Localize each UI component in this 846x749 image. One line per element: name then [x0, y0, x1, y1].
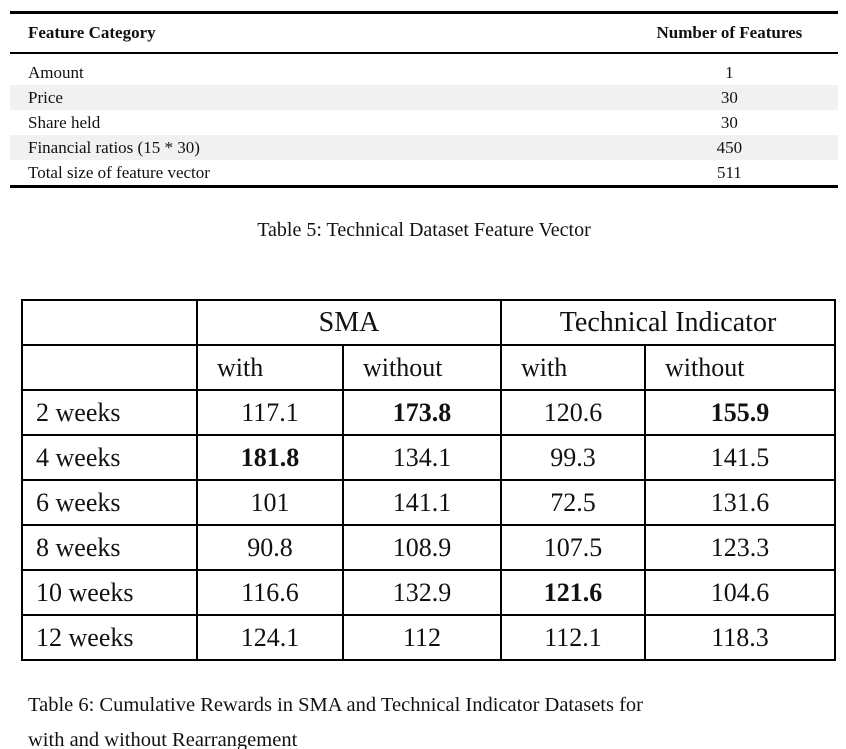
table-row: Amount 1 [10, 53, 838, 85]
week-label-cell: 4 weeks [21, 434, 198, 481]
reward-value-cell: 112.1 [500, 614, 647, 661]
ti-with-header: with [500, 344, 647, 391]
rewards-table-section: SMA Technical Indicator with without wit… [21, 299, 837, 749]
feature-count-cell: 1 [725, 62, 734, 82]
reward-value-cell: 123.3 [644, 524, 837, 571]
feature-vector-table: Feature Category Number of Features Amou… [10, 11, 838, 188]
sma-group-header: SMA [195, 299, 503, 346]
reward-value-cell: 117.1 [196, 389, 344, 436]
feature-category-cell: Amount [28, 62, 84, 82]
feature-category-cell: Price [10, 85, 621, 110]
feature-category-cell: Share held [28, 112, 101, 132]
table-row: Price 30 [10, 85, 838, 110]
week-label-cell: 8 weeks [21, 524, 198, 571]
week-label-cell: 10 weeks [21, 569, 198, 616]
empty-corner-cell [21, 344, 198, 391]
reward-value-cell: 173.8 [341, 389, 503, 436]
feature-count-cell: 450 [620, 135, 838, 160]
sma-with-header: with [196, 344, 344, 391]
reward-value-cell: 134.1 [341, 434, 503, 481]
reward-value-cell: 116.6 [196, 569, 344, 616]
week-label-cell: 2 weeks [21, 389, 198, 436]
number-of-features-header: Number of Features [620, 12, 838, 54]
rewards-row: 12 weeks 124.1 112 112.1 118.3 [21, 614, 837, 661]
reward-value-cell: 155.9 [644, 389, 837, 436]
feature-category-cell: Financial ratios (15 * 30) [10, 135, 621, 160]
rewards-group-header-row: SMA Technical Indicator [21, 299, 837, 346]
reward-value-cell: 99.3 [500, 434, 647, 481]
rewards-row: 2 weeks 117.1 173.8 120.6 155.9 [21, 389, 837, 436]
feature-category-cell: Total size of feature vector [28, 162, 210, 182]
table-row: Financial ratios (15 * 30) 450 [10, 135, 838, 160]
reward-value-cell: 118.3 [644, 614, 837, 661]
ti-without-header: without [644, 344, 837, 391]
reward-value-cell: 121.6 [500, 569, 647, 616]
feature-table-header-row: Feature Category Number of Features [10, 12, 838, 54]
reward-value-cell: 141.5 [644, 434, 837, 481]
reward-value-cell: 108.9 [341, 524, 503, 571]
feature-category-header: Feature Category [10, 12, 621, 54]
rewards-row: 8 weeks 90.8 108.9 107.5 123.3 [21, 524, 837, 571]
rewards-subheader-row: with without with without [21, 344, 837, 391]
reward-value-cell: 141.1 [341, 479, 503, 526]
feature-vector-table-section: Feature Category Number of Features Amou… [10, 11, 838, 242]
rewards-row: 6 weeks 101 141.1 72.5 131.6 [21, 479, 837, 526]
reward-value-cell: 72.5 [500, 479, 647, 526]
reward-value-cell: 120.6 [500, 389, 647, 436]
table-row: Share held 30 [10, 110, 838, 135]
reward-value-cell: 90.8 [196, 524, 344, 571]
table6-caption: Table 6: Cumulative Rewards in SMA and T… [28, 688, 828, 749]
rewards-row: 4 weeks 181.8 134.1 99.3 141.5 [21, 434, 837, 481]
reward-value-cell: 112 [341, 614, 503, 661]
week-label-cell: 12 weeks [21, 614, 198, 661]
table-row: Total size of feature vector 511 [10, 160, 838, 187]
sma-without-header: without [341, 344, 503, 391]
technical-indicator-group-header: Technical Indicator [500, 299, 837, 346]
table5-caption: Table 5: Technical Dataset Feature Vecto… [257, 219, 591, 241]
reward-value-cell: 132.9 [341, 569, 503, 616]
reward-value-cell: 181.8 [196, 434, 344, 481]
feature-count-cell: 511 [716, 162, 742, 182]
feature-count-cell: 30 [720, 112, 738, 132]
table6-caption-line1: Table 6: Cumulative Rewards in SMA and T… [28, 694, 644, 716]
reward-value-cell: 101 [196, 479, 344, 526]
rewards-table: SMA Technical Indicator with without wit… [21, 299, 837, 661]
empty-corner-cell [21, 299, 198, 346]
reward-value-cell: 107.5 [500, 524, 647, 571]
table6-caption-line2: with and without Rearrangement [28, 729, 298, 749]
reward-value-cell: 131.6 [644, 479, 837, 526]
week-label-cell: 6 weeks [21, 479, 198, 526]
feature-count-cell: 30 [620, 85, 838, 110]
rewards-row: 10 weeks 116.6 132.9 121.6 104.6 [21, 569, 837, 616]
reward-value-cell: 124.1 [196, 614, 344, 661]
reward-value-cell: 104.6 [644, 569, 837, 616]
